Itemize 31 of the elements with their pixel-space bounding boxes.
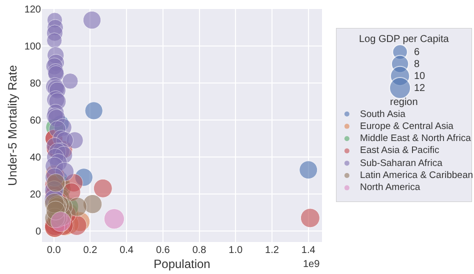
- x-tick-label: 1.4: [301, 245, 316, 256]
- y-tick-label: 0: [35, 226, 42, 238]
- legend-label: East Asia & Pacific: [360, 145, 440, 156]
- text: 1e9: [303, 259, 320, 270]
- legend-label: 12: [414, 83, 426, 94]
- legend-label: Sub-Saharan Africa: [360, 158, 444, 169]
- text: Log GDP per Capita: [359, 34, 450, 45]
- y-tick-label: 100: [24, 41, 42, 52]
- x-tick-label: 0.0: [46, 245, 62, 256]
- x-tick-label: 1.2: [265, 245, 280, 256]
- legend-label: 6: [414, 47, 420, 58]
- legend-label: Latin America & Caribbean: [360, 170, 474, 181]
- x-tick-label: 0.6: [156, 245, 170, 256]
- x-tick-label: 1.0: [228, 245, 244, 256]
- y-axis-title: Under-5 Mortality Rate: [6, 64, 20, 186]
- x-tick-label: 0.4: [120, 245, 134, 256]
- legend-label: South Asia: [360, 109, 406, 120]
- x-tick-label: 0.8: [192, 245, 207, 256]
- legend-label: 10: [414, 71, 426, 82]
- y-tick-label: 20: [30, 189, 42, 200]
- x-tick-label: 0.2: [83, 245, 98, 256]
- y-tick-label: 40: [30, 152, 42, 164]
- legend-label: Middle East & North Africa: [360, 133, 472, 144]
- legend-label: North America: [360, 182, 421, 193]
- y-tick-label: 60: [30, 115, 42, 126]
- y-tick-label: 80: [30, 78, 42, 90]
- y-tick-label: 120: [24, 4, 42, 16]
- legend-label: Europe & Central Asia: [360, 121, 454, 132]
- legend-title: region: [390, 97, 418, 108]
- legend-label: 8: [414, 59, 420, 70]
- x-axis-title: Population: [154, 256, 210, 271]
